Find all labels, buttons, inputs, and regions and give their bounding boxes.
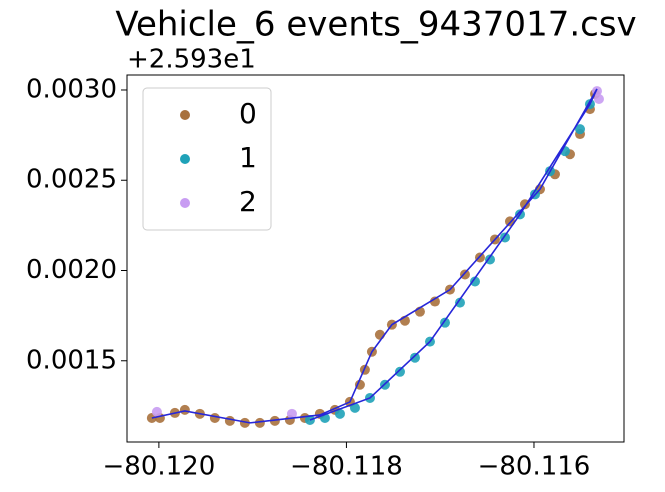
chart-title: Vehicle_6 events_9437017.csv	[115, 5, 636, 45]
y-tick-label: 0.0020	[26, 255, 117, 285]
legend-box	[142, 87, 272, 231]
point	[374, 329, 385, 340]
x-tick-label: −80.118	[290, 452, 403, 482]
x-tick-label: −80.116	[478, 452, 591, 482]
point	[151, 406, 162, 417]
y-tick-label: 0.0015	[26, 345, 117, 375]
point	[239, 417, 250, 428]
point	[409, 352, 420, 363]
point	[179, 404, 190, 415]
point	[349, 402, 360, 413]
point	[254, 417, 265, 428]
point	[575, 124, 586, 135]
point	[593, 94, 604, 105]
point	[459, 269, 470, 280]
legend-label: 0	[239, 97, 257, 130]
point	[354, 379, 365, 390]
legend-label: 1	[239, 141, 257, 174]
point	[484, 254, 495, 265]
y-tick-label: 0.0030	[26, 74, 117, 104]
legend-marker	[180, 154, 190, 164]
trend-line	[151, 88, 598, 424]
legend-label: 2	[239, 185, 257, 218]
y-tick-label: 0.0025	[26, 165, 117, 195]
point	[269, 415, 280, 426]
point	[209, 412, 220, 423]
point	[334, 408, 345, 419]
point	[454, 297, 465, 308]
legend-marker	[180, 198, 190, 208]
x-tick-label: −80.120	[103, 452, 216, 482]
legend-marker	[180, 110, 190, 120]
point	[224, 415, 235, 426]
point	[429, 296, 440, 307]
offset-label: +2.593e1	[127, 45, 256, 75]
point	[469, 276, 480, 287]
point	[286, 408, 297, 419]
point	[394, 366, 405, 377]
plot-frame	[126, 74, 625, 443]
